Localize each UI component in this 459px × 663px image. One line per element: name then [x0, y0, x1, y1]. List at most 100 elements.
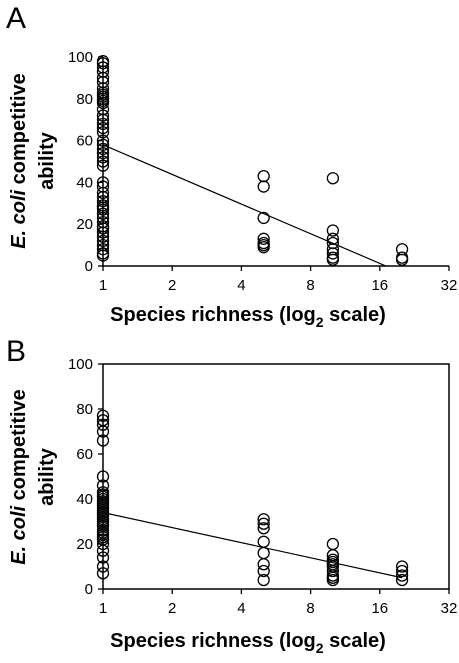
data-point	[96, 425, 110, 438]
data-point	[257, 211, 270, 225]
data-point	[395, 564, 409, 578]
data-point	[96, 134, 110, 147]
data-point	[96, 249, 110, 262]
data-point	[257, 535, 270, 548]
data-point	[96, 151, 110, 164]
data-point	[96, 203, 110, 216]
y-axis-title-line2: ability	[36, 131, 58, 190]
data-point	[96, 544, 110, 557]
y-axis-title-rest: competitive	[8, 389, 30, 506]
data-point	[96, 409, 110, 422]
data-point	[257, 513, 270, 526]
data-point	[326, 573, 340, 587]
data-point	[96, 138, 110, 151]
data-point	[96, 109, 110, 122]
data-point	[96, 113, 110, 126]
data-point	[96, 195, 110, 208]
data-point	[96, 434, 110, 447]
data-point	[326, 247, 340, 260]
x-tick-label: 4	[237, 277, 245, 294]
data-point	[96, 146, 110, 160]
data-point	[96, 186, 110, 200]
y-tick-label: 60	[76, 446, 93, 463]
trend-line	[102, 144, 387, 267]
data-point	[257, 558, 270, 571]
data-point	[96, 470, 110, 483]
y-axis-title-line2: ability	[36, 447, 58, 506]
data-point	[96, 155, 110, 168]
y-tick-label: 60	[76, 133, 93, 150]
y-axis-title-line1: E. coli competitive	[8, 389, 30, 565]
data-point	[96, 126, 110, 139]
x-tick-label: 2	[168, 277, 176, 294]
data-point	[96, 222, 110, 235]
data-point	[96, 551, 110, 564]
y-tick-label: 20	[76, 536, 93, 553]
y-axis-title-rest: competitive	[8, 73, 30, 190]
panel-a: A 0 20 40 60 80 100 1 2 4 8 16 32 Species richness (l…	[6, 2, 457, 330]
x-tick-label: 1	[99, 600, 107, 617]
y-tick-label: 20	[76, 216, 93, 233]
x-axis-title-subscript: 2	[316, 640, 324, 656]
y-axis-title-italic: E. coli	[8, 505, 30, 564]
data-point	[257, 573, 270, 587]
x-axis-title-end: scale)	[324, 304, 386, 326]
data-point	[395, 569, 409, 582]
x-tick-label: 32	[441, 600, 458, 617]
y-axis-title-line1: E. coli competitive	[8, 73, 30, 249]
data-point	[395, 573, 409, 587]
x-tick-label: 4	[237, 600, 245, 617]
y-tick-label: 0	[85, 258, 93, 275]
data-point	[257, 241, 270, 254]
data-point	[96, 567, 110, 580]
data-point	[257, 169, 270, 183]
data-point	[96, 159, 110, 172]
x-tick-label: 32	[441, 277, 458, 294]
y-tick-label: 100	[68, 356, 93, 373]
x-tick-label: 8	[306, 277, 314, 294]
data-point	[96, 121, 110, 135]
x-tick-label: 16	[371, 600, 388, 617]
y-tick-label: 40	[76, 491, 93, 508]
data-point	[257, 517, 270, 530]
data-point	[96, 230, 110, 243]
x-axis-title-subscript: 2	[316, 314, 324, 330]
panel-b: B 0 20 40 60 80 100 1 2 4 8 16 32 Species richness (l…	[6, 335, 457, 656]
trend-line	[102, 511, 403, 579]
data-point	[96, 418, 110, 431]
x-axis-title: Species richness (log2 scale)	[110, 630, 386, 656]
data-point	[96, 537, 110, 551]
plot-frame	[102, 363, 450, 590]
y-axis-title-italic: E. coli	[8, 189, 30, 248]
panel-letter: A	[6, 2, 26, 35]
y-tick-label: 40	[76, 174, 93, 191]
x-tick-label: 16	[371, 277, 388, 294]
data-point	[96, 142, 110, 156]
data-point	[96, 117, 110, 131]
y-tick-label: 80	[76, 401, 93, 418]
data-point	[96, 57, 110, 70]
x-axis-title-main: Species richness (log	[110, 630, 316, 652]
data-point	[395, 560, 409, 573]
x-tick-label: 1	[99, 277, 107, 294]
data-point	[326, 253, 340, 266]
data-point	[257, 546, 270, 560]
x-tick-label: 2	[168, 600, 176, 617]
data-point	[96, 243, 110, 256]
y-tick-label: 100	[68, 49, 93, 66]
x-axis-title-main: Species richness (log	[110, 304, 316, 326]
panel-letter: B	[6, 335, 26, 368]
data-point	[96, 226, 110, 239]
data-point	[326, 172, 340, 185]
data-point	[257, 180, 270, 193]
data-point	[96, 560, 110, 573]
data-point	[96, 96, 110, 110]
data-point	[326, 224, 340, 237]
data-point	[257, 522, 270, 535]
data-point	[395, 253, 409, 266]
x-tick-label: 8	[306, 600, 314, 617]
data-point	[326, 564, 340, 578]
y-tick-label: 80	[76, 91, 93, 108]
data-point	[326, 537, 340, 551]
